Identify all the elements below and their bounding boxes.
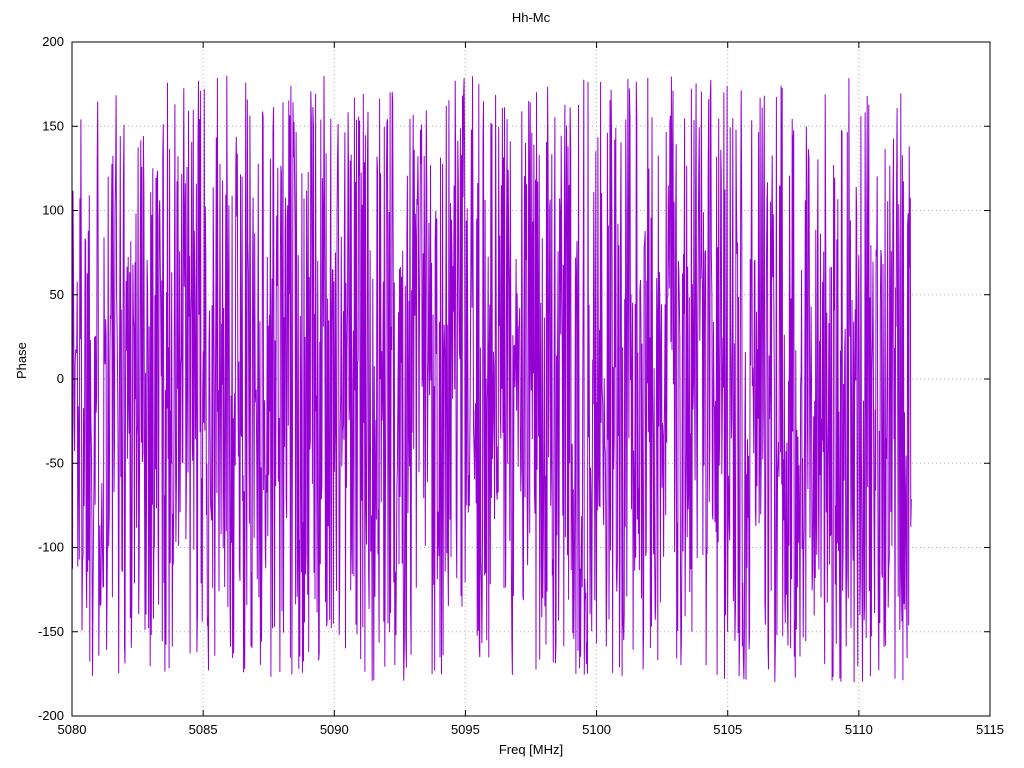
x-tick-label: 5115 [976,722,1004,737]
y-tick-label: 100 [42,203,64,218]
y-tick-label: -200 [38,708,64,723]
y-tick-label: -150 [38,624,64,639]
y-tick-label: -50 [45,455,64,470]
x-tick-label: 5105 [713,722,742,737]
x-tick-label: 5090 [320,722,349,737]
y-tick-label: 150 [42,118,64,133]
x-tick-label: 5100 [582,722,611,737]
y-tick-label: 200 [42,34,64,49]
y-tick-label: 0 [57,371,64,386]
x-tick-label: 5085 [189,722,218,737]
data-line [71,75,912,683]
chart-title: Hh-Mc [511,10,551,25]
x-tick-label: 5095 [451,722,480,737]
y-tick-label: 50 [50,287,64,302]
x-tick-label: 5110 [845,722,873,737]
x-tick-label: 5080 [58,722,87,737]
y-tick-label: -100 [38,540,64,555]
x-axis-label: Freq [MHz] [498,742,564,757]
